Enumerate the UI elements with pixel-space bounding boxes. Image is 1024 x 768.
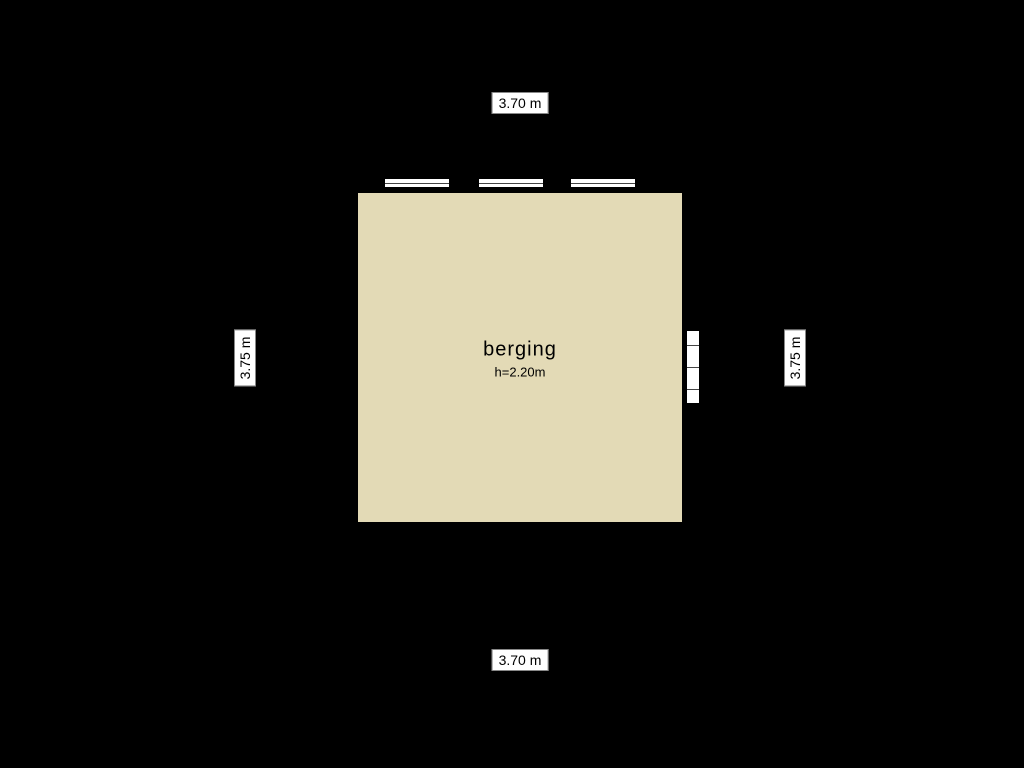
window-top [384, 178, 450, 188]
dimension-right: 3.75 m [784, 330, 806, 387]
dimension-top: 3.70 m [492, 92, 549, 114]
dimension-bottom: 3.70 m [492, 649, 549, 671]
floorplan-canvas: berging h=2.20m 3.70 m 3.70 m 3.75 m 3.7… [0, 0, 1024, 768]
dimension-left: 3.75 m [234, 330, 256, 387]
room-name-label: berging [483, 339, 557, 362]
window-top [570, 178, 636, 188]
door-right [686, 330, 700, 404]
room-height-label: h=2.20m [495, 365, 546, 380]
window-top [478, 178, 544, 188]
